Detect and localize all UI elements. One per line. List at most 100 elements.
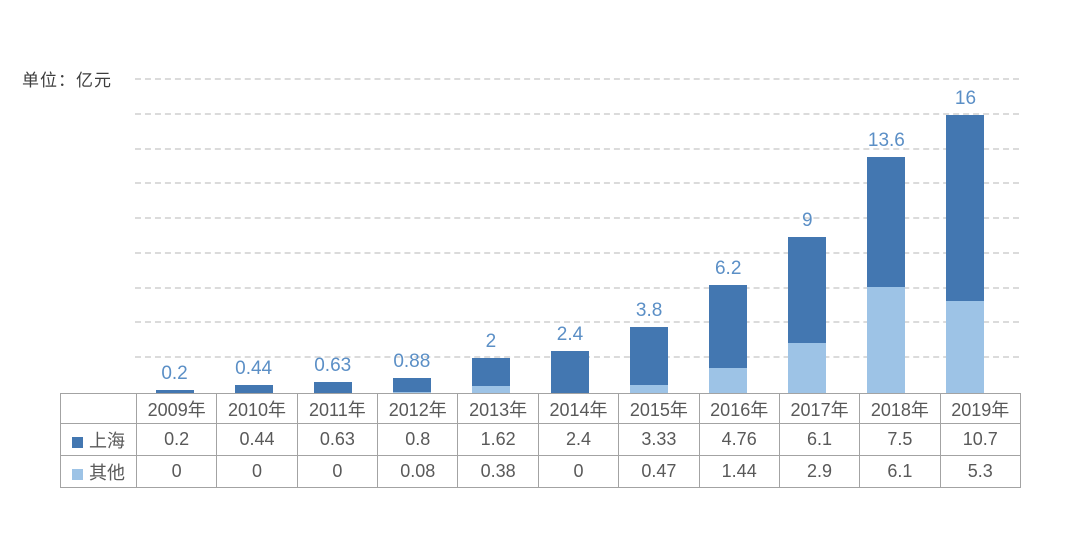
segment-其他 — [788, 342, 827, 393]
segment-上海 — [630, 326, 669, 385]
bar-slot-2012年: 0.88 — [372, 80, 451, 393]
value-cell: 6.1 — [778, 423, 861, 456]
bar-slot-2014年: 2.4 — [530, 80, 609, 393]
value-cell: 10.7 — [939, 423, 1022, 456]
row-label-上海: 上海 — [60, 423, 137, 456]
legend-square-icon — [72, 468, 83, 480]
segment-其他 — [709, 368, 748, 393]
value-cell: 1.62 — [457, 423, 539, 456]
segment-上海 — [155, 389, 194, 393]
bar-slot-2018年: 13.6 — [847, 80, 926, 393]
bar-slot-2015年: 3.8 — [610, 80, 689, 393]
value-cell: 0.2 — [135, 423, 218, 456]
value-cell: 0.44 — [216, 423, 298, 456]
segment-上海 — [788, 236, 827, 343]
gridline — [135, 112, 1019, 115]
year-header-cell: 2012年 — [377, 393, 459, 424]
series-name: 其他 — [89, 462, 125, 483]
bar-slot-2010年: 0.44 — [214, 80, 293, 393]
row-label-其他: 其他 — [60, 455, 137, 488]
stacked-bar-2014年 — [551, 351, 590, 393]
segment-其他 — [867, 286, 906, 393]
segment-上海 — [551, 351, 590, 393]
segment-上海 — [709, 285, 748, 368]
value-cell: 0 — [135, 455, 218, 488]
series-row-上海: 上海 0.2 0.44 0.63 0.8 1.62 2.4 3.33 4.76 6.1 7.5 10.… — [60, 423, 1022, 456]
bar-slot-2019年: 16 — [926, 80, 1005, 393]
segment-其他 — [630, 384, 669, 393]
value-cell: 1.44 — [698, 455, 780, 488]
year-header-cell: 2011年 — [296, 393, 379, 424]
stacked-bar-2010年 — [234, 385, 273, 393]
total-label: 0.63 — [314, 355, 352, 376]
bar-slot-2011年: 0.63 — [293, 80, 372, 393]
year-header-cell: 2014年 — [537, 393, 620, 424]
stacked-bar-2016年 — [709, 285, 748, 393]
segment-上海 — [234, 385, 273, 393]
value-cell: 0 — [216, 455, 298, 488]
year-header-row: 2009年 2010年 2011年 2012年 2013年 2014年 2015年 2016年… — [60, 393, 1022, 424]
total-label: 16 — [954, 87, 977, 109]
legend-square-icon — [72, 436, 83, 448]
value-cell: 3.33 — [618, 423, 700, 456]
year-header-cell: 2013年 — [457, 393, 539, 424]
total-label: 0.44 — [235, 358, 273, 380]
total-label: 2.4 — [556, 324, 584, 346]
gridline — [135, 78, 1019, 80]
bar-slot-2009年: 0.2 — [135, 80, 214, 393]
value-cell: 0 — [537, 455, 620, 488]
value-cell: 2.9 — [778, 455, 861, 488]
total-label: 2 — [485, 331, 497, 353]
segment-上海 — [471, 358, 510, 387]
year-header-cell: 2017年 — [778, 393, 861, 424]
year-header-cell: 2019年 — [939, 393, 1022, 424]
gridline — [135, 217, 1019, 220]
segment-上海 — [313, 382, 352, 393]
unit-label: 单位：亿元 — [22, 71, 112, 90]
total-label: 6.2 — [714, 258, 742, 280]
year-header-cell: 2016年 — [698, 393, 780, 424]
total-label: 9 — [802, 209, 813, 231]
total-label: 13.6 — [867, 129, 905, 151]
segment-上海 — [946, 114, 985, 301]
value-cell: 0.38 — [457, 455, 539, 488]
value-cell: 2.4 — [537, 423, 620, 456]
value-cell: 7.5 — [859, 423, 941, 456]
year-header-cell: 2015年 — [618, 393, 700, 424]
series-row-其他: 其他 0 0 0 0.08 0.38 0 0.47 1.44 2.9 6.1 5.3 — [60, 455, 1022, 488]
stacked-bar-2015年 — [630, 326, 669, 393]
total-label: 0.88 — [393, 350, 431, 372]
stacked-bar-2011年 — [313, 382, 352, 393]
stacked-bar-2017年 — [788, 236, 827, 393]
total-label: 3.8 — [635, 299, 663, 321]
gridline — [135, 321, 1019, 324]
value-cell: 5.3 — [939, 455, 1022, 488]
corner-cell — [60, 393, 137, 424]
value-cell: 0.08 — [377, 455, 459, 488]
stacked-bar-2012年 — [392, 377, 431, 393]
value-cell: 0.8 — [377, 423, 459, 456]
total-label: 0.2 — [161, 362, 188, 384]
bar-slot-2013年: 2 — [451, 80, 530, 393]
value-cell: 0.63 — [296, 423, 379, 456]
stacked-bar-2013年 — [471, 358, 510, 393]
value-cell: 4.76 — [698, 423, 780, 456]
stacked-bar-2009年 — [155, 389, 194, 393]
segment-其他 — [946, 300, 985, 393]
data-table: 2009年 2010年 2011年 2012年 2013年 2014年 2015年 2016年… — [60, 393, 1022, 488]
year-header-cell: 2009年 — [135, 393, 218, 424]
year-header-cell: 2018年 — [859, 393, 941, 424]
plot-area: 0.2 0.44 0.63 0.88 2 2.4 3.8 6.2 9 13.6 16 — [135, 80, 1005, 393]
value-cell: 0 — [296, 455, 379, 488]
gridline — [135, 251, 1019, 254]
series-name: 上海 — [89, 430, 125, 451]
segment-其他 — [471, 386, 510, 393]
value-cell: 6.1 — [859, 455, 941, 488]
bar-slot-2016年: 6.2 — [689, 80, 768, 393]
value-cell: 0.47 — [618, 455, 700, 488]
bar-slot-2017年: 9 — [768, 80, 847, 393]
stacked-bar-2018年 — [867, 156, 906, 393]
gridline — [135, 147, 1019, 150]
gridline — [135, 182, 1019, 185]
